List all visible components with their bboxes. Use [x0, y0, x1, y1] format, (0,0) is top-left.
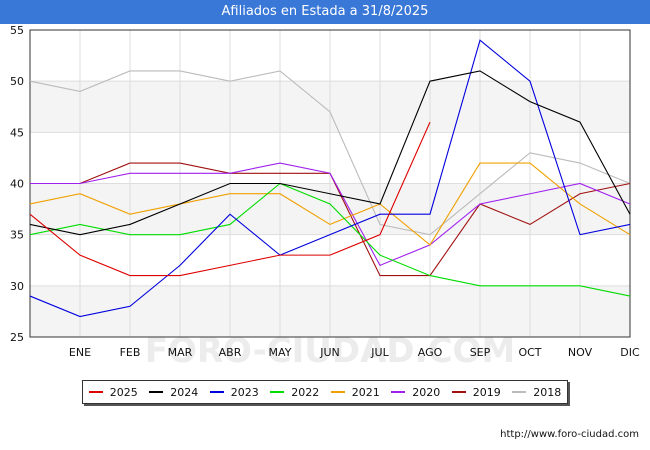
- series-line-2020: [30, 162, 631, 267]
- legend-label: 2020: [412, 385, 441, 399]
- x-tick-label: ABR: [219, 346, 242, 359]
- y-tick-label: 30: [10, 280, 24, 293]
- y-tick-label: 25: [10, 331, 24, 344]
- legend-label: 2023: [230, 385, 259, 399]
- legend-item-2018: 2018: [512, 386, 561, 399]
- legend-swatch: [330, 391, 345, 393]
- series-line-2024: [29, 70, 631, 236]
- legend-label: 2024: [170, 385, 199, 399]
- series-line-2025: [29, 121, 431, 277]
- series-line-2018: [29, 70, 631, 236]
- x-tick-label: OCT: [518, 346, 541, 359]
- x-tick-label: FEB: [120, 346, 141, 359]
- x-tick-label: AGO: [418, 346, 443, 359]
- x-tick-label: DIC: [620, 346, 640, 359]
- legend-label: 2019: [472, 385, 501, 399]
- legend-item-2020: 2020: [391, 386, 440, 399]
- legend-swatch: [512, 391, 527, 393]
- chart-legend: 2025 2024 2023 2022 2021 2020 2019 2018: [82, 380, 568, 404]
- series-line-2021: [29, 162, 631, 246]
- x-tick-label: SEP: [470, 346, 491, 359]
- legend-label: 2018: [533, 385, 562, 399]
- legend-item-2019: 2019: [451, 385, 501, 399]
- y-tick-label: 40: [10, 178, 24, 191]
- x-tick-label: MAY: [269, 346, 292, 359]
- legend-label: 2022: [291, 385, 320, 399]
- x-tick-label: NOV: [568, 346, 593, 359]
- source-link[interactable]: http://www.foro-ciudad.com: [500, 429, 639, 440]
- legend-label: 2025: [109, 385, 138, 399]
- legend-label: 2021: [351, 385, 380, 399]
- x-tick-label: MAR: [168, 346, 193, 359]
- x-tick-label: JUL: [370, 346, 389, 359]
- legend-item-2023: 2023: [209, 385, 259, 399]
- series-line-2023: [29, 39, 631, 318]
- legend-item-2022: 2022: [270, 386, 319, 399]
- x-tick-label: JUN: [319, 346, 340, 359]
- legend-swatch: [270, 391, 285, 393]
- chart-title: Afiliados en Estada a 31/8/2025: [0, 0, 650, 24]
- legend-item-2024: 2024: [149, 386, 198, 399]
- legend-swatch: [391, 391, 406, 393]
- legend-item-2025: 2025: [88, 385, 138, 399]
- y-tick-label: 50: [10, 75, 24, 88]
- legend-swatch: [88, 391, 103, 393]
- legend-swatch: [451, 391, 466, 393]
- x-tick-label: ENE: [69, 346, 91, 359]
- watermark: FORO-CIUDAD.COM: [145, 331, 516, 371]
- y-tick-label: 35: [10, 229, 24, 242]
- legend-swatch: [209, 391, 224, 393]
- y-tick-label: 45: [10, 126, 24, 139]
- legend-item-2021: 2021: [330, 385, 380, 399]
- y-tick-label: 55: [10, 24, 24, 37]
- series-line-2022: [29, 182, 631, 297]
- legend-swatch: [149, 391, 164, 393]
